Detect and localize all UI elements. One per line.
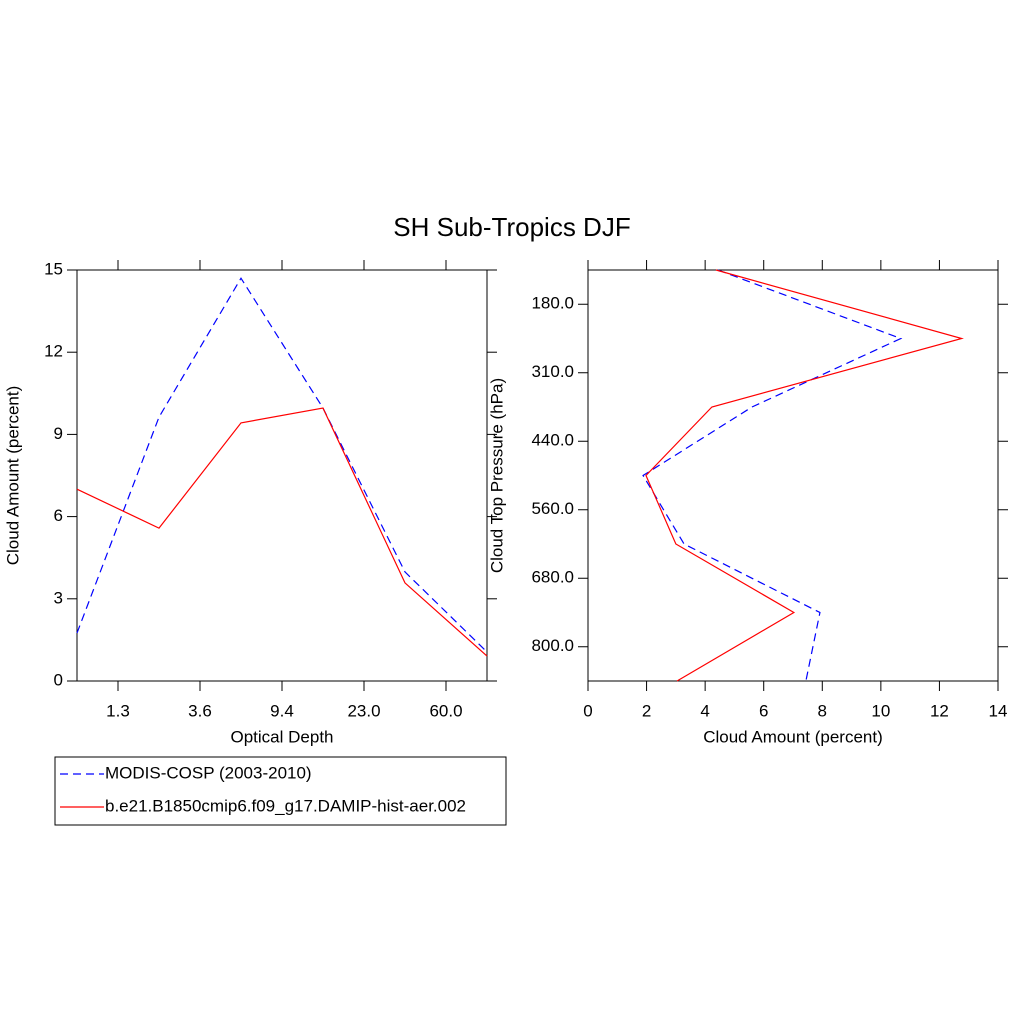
x-axis-label: Cloud Amount (percent) [703,727,883,746]
x-tick-label: 4 [700,701,709,720]
data-line [642,269,903,682]
legend-box [54,756,507,826]
x-tick-label: 10 [871,701,890,720]
y-tick-label: 9 [54,424,63,443]
x-tick-label: 23.0 [347,701,380,720]
y-axis-label: Cloud Amount (percent) [3,386,22,566]
figure-title: SH Sub-Tropics DJF [393,212,630,242]
y-tick-label: 3 [54,588,63,607]
x-tick-label: 0 [583,701,592,720]
plot-frame [587,269,999,682]
x-tick-label: 2 [642,701,651,720]
x-tick-label: 14 [989,701,1008,720]
x-axis-label: Optical Depth [231,727,334,746]
y-tick-label: 560.0 [531,499,574,518]
y-tick-label: 0 [54,670,63,689]
y-tick-label: 680.0 [531,568,574,587]
y-tick-label: 6 [54,506,63,525]
x-tick-label: 8 [818,701,827,720]
x-tick-label: 60.0 [429,701,462,720]
y-tick-label: 12 [44,342,63,361]
y-tick-label: 310.0 [531,362,574,381]
x-tick-label: 9.4 [270,701,294,720]
y-axis-label: Cloud Top Pressure (hPa) [487,378,506,573]
y-tick-label: 15 [44,259,63,278]
legend-label: b.e21.B1850cmip6.f09_g17.DAMIP-hist-aer.… [105,796,466,815]
y-tick-label: 440.0 [531,431,574,450]
legend-label: MODIS-COSP (2003-2010) [105,763,312,782]
data-line [76,277,488,653]
data-line [645,269,964,682]
data-line [76,407,488,657]
x-tick-label: 3.6 [188,701,212,720]
y-tick-label: 800.0 [531,636,574,655]
y-tick-label: 180.0 [531,294,574,313]
x-tick-label: 1.3 [106,701,130,720]
x-tick-label: 12 [930,701,949,720]
x-tick-label: 6 [759,701,768,720]
plot-frame [76,269,488,682]
